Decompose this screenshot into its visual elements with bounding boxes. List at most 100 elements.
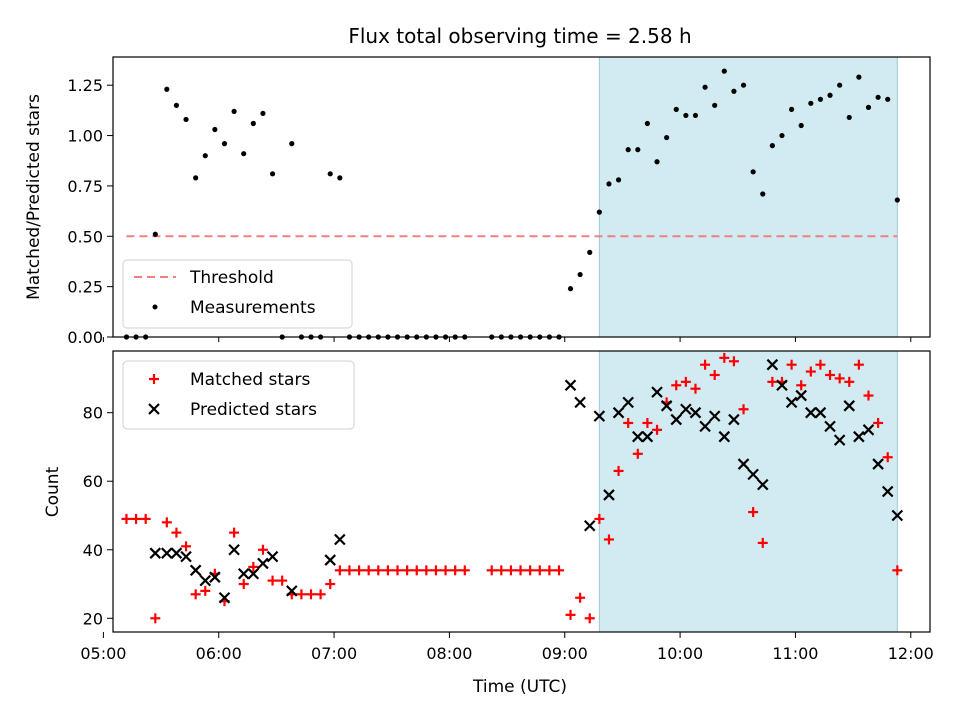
matched-stars-point — [575, 592, 586, 603]
predicted-stars-point-b — [805, 406, 817, 419]
matched-stars-point — [150, 613, 161, 624]
ratio-legend-measurements-swatch — [152, 304, 158, 310]
predicted-stars-point-b — [651, 386, 663, 398]
count-legend-predicted-swatch — [148, 403, 160, 415]
predicted-stars-point-b — [680, 403, 692, 416]
predicted-stars-point-b — [881, 485, 894, 498]
predicted-stars-point — [756, 478, 769, 491]
matched-stars-point — [700, 359, 711, 370]
matched-stars-point — [421, 565, 432, 576]
predicted-stars-point-b — [737, 458, 750, 470]
predicted-stars-point-b — [708, 410, 721, 422]
predicted-stars-point-b — [189, 564, 202, 577]
measurement-point — [635, 147, 641, 153]
matched-stars-point — [430, 565, 441, 576]
predicted-stars-point-b — [228, 543, 240, 556]
measurement-point — [788, 106, 795, 112]
matched-stars-point — [392, 565, 403, 576]
predicted-stars-point-b — [199, 574, 212, 587]
predicted-stars-point-b — [689, 406, 702, 419]
matched-stars-point — [584, 613, 595, 624]
predicted-stars-point — [718, 430, 731, 443]
predicted-stars-point-b — [641, 430, 654, 443]
ratio-panel-shaded-interval — [598, 56, 898, 338]
matched-stars-point — [805, 366, 816, 377]
matched-stars-point — [382, 565, 393, 576]
matched-stars-point — [131, 513, 142, 524]
predicted-stars-point — [651, 386, 663, 398]
predicted-stars-point-b — [795, 389, 807, 402]
measurement-point — [712, 102, 718, 108]
y-tick-label: 0.75 — [67, 177, 103, 196]
predicted-stars-point — [805, 406, 817, 419]
predicted-stars-point — [228, 543, 240, 556]
matched-stars-point — [815, 359, 826, 370]
measurement-point — [750, 169, 756, 175]
matched-stars-point — [767, 376, 778, 387]
measurement-point — [692, 112, 699, 119]
measurement-point — [731, 88, 737, 94]
count-panel-plot — [121, 352, 904, 624]
matched-stars-point — [892, 565, 903, 576]
measurement-point — [798, 122, 804, 129]
predicted-stars-point — [766, 358, 779, 371]
measurement-point — [269, 171, 276, 177]
count-panel-frame — [112, 350, 931, 633]
x-tick-label: 09:00 — [542, 644, 588, 663]
matched-stars-point — [825, 369, 836, 380]
predicted-stars-point — [564, 379, 577, 392]
predicted-stars-point — [699, 420, 711, 433]
y-tick-label: 80 — [83, 404, 103, 423]
matched-stars-point — [200, 585, 211, 596]
matched-stars-point — [613, 465, 624, 476]
predicted-stars-point-b — [574, 396, 586, 409]
measurement-point — [856, 74, 862, 80]
predicted-stars-point-b — [334, 533, 346, 546]
predicted-stars-point-b — [766, 358, 779, 371]
matched-stars-point — [525, 565, 536, 576]
matched-stars-point — [486, 565, 497, 576]
predicted-stars-point-b — [660, 400, 673, 412]
count-legend: Matched stars Predicted stars — [122, 360, 355, 430]
predicted-stars-point-b — [622, 396, 634, 409]
predicted-stars-point-b — [247, 567, 260, 580]
ratio-legend-threshold-label: Threshold — [189, 268, 274, 288]
predicted-stars-point-b — [833, 434, 846, 446]
measurement-point — [327, 171, 333, 177]
predicted-stars-point — [149, 547, 162, 559]
matched-stars-point — [496, 565, 507, 576]
matched-stars-point — [786, 359, 797, 370]
x-tick-label: 08:00 — [426, 644, 472, 663]
predicted-stars-point — [776, 379, 788, 392]
predicted-stars-point-b — [603, 489, 615, 501]
measurement-point — [260, 110, 266, 117]
measurement-point — [250, 120, 256, 127]
matched-stars-point — [690, 383, 701, 394]
predicted-stars-point — [161, 547, 173, 559]
predicted-stars-point-b — [593, 410, 606, 422]
predicted-stars-point — [843, 400, 856, 412]
predicted-stars-point-b — [564, 379, 577, 392]
ratio-legend: Threshold Measurements — [122, 259, 353, 329]
predicted-stars-point-b — [718, 430, 731, 443]
measurement-point — [164, 86, 170, 92]
ratio-panel: 0.00 0.25 0.50 0.75 1.00 1.25 Matched/Predict… — [24, 56, 931, 347]
predicted-stars-point — [833, 434, 846, 446]
x-tick-label: 06:00 — [196, 644, 242, 663]
measurement-point — [231, 108, 237, 114]
matched-stars-point — [671, 380, 682, 391]
predicted-stars-point — [180, 550, 192, 563]
predicted-stars-point-b — [853, 430, 865, 443]
measurement-point — [683, 112, 689, 119]
measurement-point — [615, 177, 622, 183]
predicted-stars-point-b — [843, 400, 856, 412]
predicted-stars-point — [641, 430, 654, 443]
measurement-point — [837, 82, 843, 88]
predicted-stars-point — [881, 485, 894, 498]
measurement-point — [827, 92, 833, 98]
measurement-point — [337, 175, 343, 181]
predicted-stars-point-b — [776, 379, 788, 392]
predicted-stars-point — [257, 557, 269, 570]
matched-stars-point — [853, 359, 864, 370]
matched-stars-point — [709, 369, 720, 380]
